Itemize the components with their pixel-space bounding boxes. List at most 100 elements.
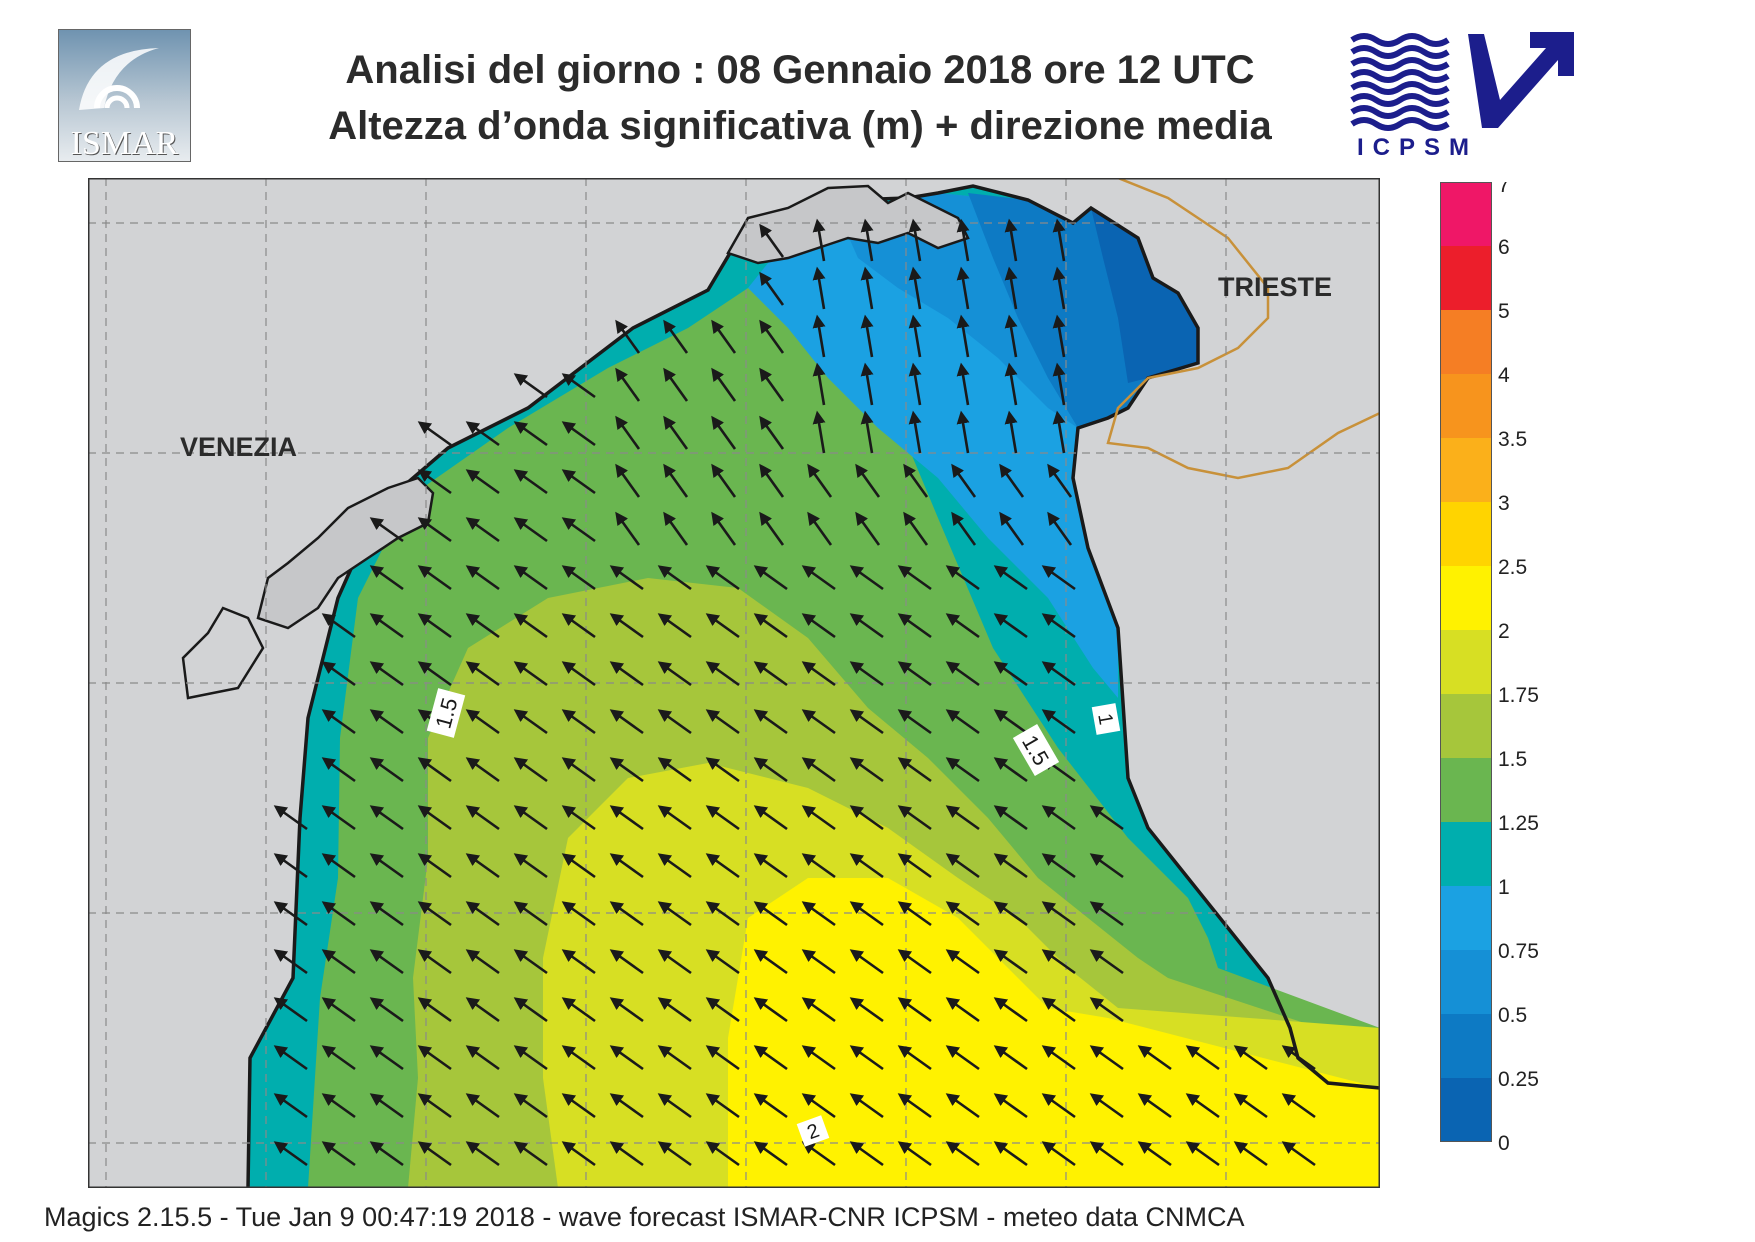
wave-direction-arrow (513, 613, 548, 639)
wave-direction-arrow (561, 1045, 596, 1071)
wave-direction-arrow (801, 1141, 836, 1167)
wave-direction-arrow (1137, 1045, 1172, 1071)
venezia-label: VENEZIA (180, 432, 297, 462)
wave-direction-arrow (1233, 1141, 1268, 1167)
wave-direction-arrow (561, 469, 596, 495)
wave-direction-arrow (609, 949, 644, 975)
wave-direction-arrow (369, 1141, 404, 1167)
colorbar-tick-label: 4 (1498, 364, 1510, 387)
wave-direction-arrow (1041, 661, 1076, 687)
wave-direction-arrow (561, 805, 596, 831)
wave-direction-arrow (273, 805, 308, 831)
wave-direction-arrow (860, 266, 874, 310)
wave-direction-arrow (513, 1093, 548, 1119)
wave-direction-arrow (945, 661, 980, 687)
wave-direction-arrow (897, 565, 932, 591)
wave-direction-arrow (615, 367, 641, 402)
wave-direction-arrow (705, 661, 740, 687)
wave-direction-arrow (1233, 1093, 1268, 1119)
wave-direction-arrow (321, 757, 356, 783)
wave-direction-arrow (417, 901, 452, 927)
wave-direction-arrow (956, 266, 970, 310)
wave-direction-arrow (1004, 362, 1018, 406)
wave-direction-arrow (609, 997, 644, 1023)
wave-direction-arrow (897, 805, 932, 831)
wave-direction-arrow (759, 319, 785, 354)
wave-direction-arrow (321, 853, 356, 879)
wave-direction-arrow (465, 517, 500, 543)
wave-direction-arrow (711, 511, 737, 546)
wave-direction-arrow (897, 709, 932, 735)
wave-direction-arrow (369, 661, 404, 687)
wave-direction-arrow (801, 949, 836, 975)
wave-direction-arrow (753, 853, 788, 879)
wave-direction-arrow (609, 709, 644, 735)
wave-direction-arrow (705, 901, 740, 927)
waves-icon (1350, 33, 1450, 131)
wave-direction-arrow (1137, 1141, 1172, 1167)
wave-direction-arrow (561, 373, 596, 399)
wave-direction-arrow (561, 613, 596, 639)
wave-direction-arrow (321, 1045, 356, 1071)
colorbar-tick-label: 7 (1498, 182, 1510, 197)
wave-direction-arrow (417, 661, 452, 687)
colorbar-bins (1440, 182, 1492, 1142)
wave-direction-arrow (711, 463, 737, 498)
wave-direction-arrow (945, 1045, 980, 1071)
colorbar-bin (1440, 566, 1492, 630)
wave-direction-arrow (417, 805, 452, 831)
wave-direction-arrow (849, 613, 884, 639)
wave-direction-arrow (273, 853, 308, 879)
wave-direction-arrow (705, 853, 740, 879)
trieste-label: TRIESTE (1218, 272, 1332, 302)
wave-direction-arrow (897, 757, 932, 783)
wave-direction-arrow (705, 1141, 740, 1167)
wave-direction-arrow (705, 1045, 740, 1071)
wave-height-map: 1.5 1.5 1 2 VENEZIA TRIESTE (88, 178, 1380, 1188)
wave-direction-arrow (609, 661, 644, 687)
wave-direction-arrow (657, 757, 692, 783)
wave-direction-arrow (657, 661, 692, 687)
wave-direction-arrow (753, 565, 788, 591)
wave-direction-arrow (561, 517, 596, 543)
wave-direction-arrow (753, 709, 788, 735)
wave-direction-arrow (561, 661, 596, 687)
colorbar-bin (1440, 758, 1492, 822)
wave-direction-arrow (561, 1141, 596, 1167)
wave-direction-arrow (1041, 853, 1076, 879)
footer-credits: Magics 2.15.5 - Tue Jan 9 00:47:19 2018 … (44, 1202, 1245, 1232)
wave-direction-arrow (812, 362, 826, 406)
wave-direction-arrow (812, 218, 826, 262)
wave-direction-arrow (753, 997, 788, 1023)
graticule (88, 178, 1380, 1188)
wave-direction-arrow (465, 1045, 500, 1071)
wave-direction-arrow (705, 757, 740, 783)
wave-direction-arrow (369, 805, 404, 831)
wave-direction-arrow (993, 853, 1028, 879)
wave-direction-arrow (465, 565, 500, 591)
svg-text:1: 1 (1093, 712, 1117, 727)
colorbar-tick-label: 6 (1498, 236, 1510, 259)
wave-direction-arrow (945, 997, 980, 1023)
wave-direction-arrow (513, 421, 548, 447)
wave-direction-arrow (609, 1045, 644, 1071)
wave-direction-arrow (908, 266, 922, 310)
wave-direction-arrow (993, 613, 1028, 639)
venice-lagoon-south (181, 606, 265, 700)
colorbar-tick-label: 0 (1498, 1132, 1510, 1155)
wave-direction-arrow (993, 997, 1028, 1023)
wave-direction-arrow (849, 661, 884, 687)
wave-direction-arrow (705, 997, 740, 1023)
colorbar-bin (1440, 822, 1492, 886)
wave-direction-arrow (561, 709, 596, 735)
wave-direction-arrow (1041, 613, 1076, 639)
wave-direction-arrow (801, 709, 836, 735)
wave-direction-arrow (849, 901, 884, 927)
wave-direction-arrow (849, 1093, 884, 1119)
wave-direction-arrow (801, 997, 836, 1023)
wave-direction-arrow (321, 997, 356, 1023)
wave-direction-arrow (273, 1141, 308, 1167)
wave-direction-arrow (321, 1093, 356, 1119)
wave-direction-arrow (993, 1093, 1028, 1119)
wave-direction-arrow (465, 901, 500, 927)
